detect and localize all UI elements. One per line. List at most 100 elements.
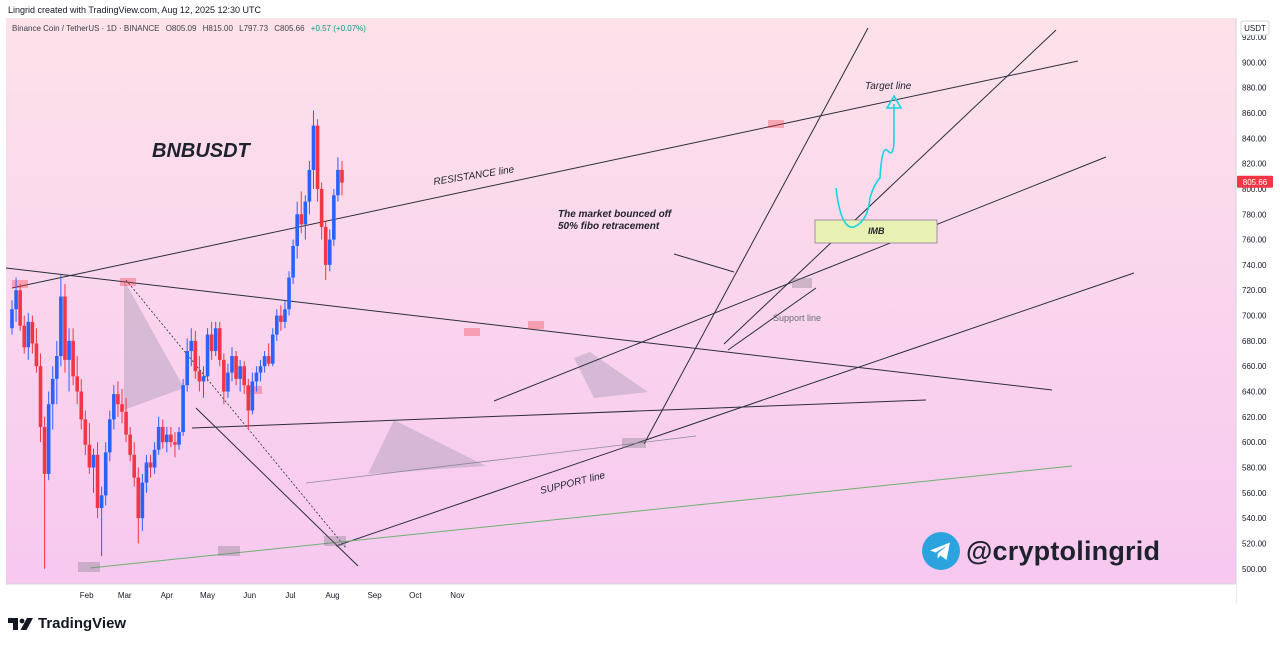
candle-body — [169, 434, 173, 443]
steep-line-1 — [643, 27, 869, 445]
y-tick-label: 520.00 — [1242, 539, 1267, 548]
change-value: +0.57 (+0.07%) — [310, 24, 366, 33]
candle-body — [193, 340, 198, 372]
chart-canvas[interactable]: 920.00 900.00 880.00 860.00 840.00 820.00 800.… — [6, 18, 1274, 604]
ohlc-header: Binance Coin / TetherUS · 1D · BINANCE O… — [12, 24, 370, 33]
candle-body — [140, 482, 145, 519]
candle-body — [165, 434, 169, 443]
candle-body — [213, 328, 218, 352]
candle-body — [222, 359, 226, 392]
drawings-layer — [6, 27, 1135, 572]
candle-body — [177, 432, 181, 445]
x-tick-label: Jul — [285, 591, 295, 600]
candle-body — [270, 334, 275, 364]
y-tick-label: 920.00 — [1242, 33, 1267, 42]
candle-body — [311, 125, 316, 170]
y-tick-label: 560.00 — [1242, 489, 1267, 498]
candle-body — [226, 372, 230, 392]
candle-body — [91, 454, 96, 468]
y-tick-label: 860.00 — [1242, 109, 1267, 118]
steep-line-2 — [723, 29, 1057, 345]
high-value: H815.00 — [202, 24, 233, 33]
candle-body — [83, 419, 88, 445]
candle-body — [160, 426, 165, 443]
y-tick-label: 660.00 — [1242, 362, 1267, 371]
low-marker-1 — [78, 562, 100, 572]
x-tick-label: Sep — [367, 591, 382, 600]
tradingview-wordmark: TradingView — [38, 615, 127, 632]
candle-body — [67, 340, 71, 360]
last-price-text: 805.66 — [1243, 178, 1268, 187]
y-tick-label: 740.00 — [1242, 261, 1267, 270]
tradingview-logo[interactable]: TradingView — [8, 615, 126, 632]
candle-body — [26, 321, 31, 348]
gray-support — [305, 435, 697, 484]
imb-label: IMB — [868, 226, 885, 236]
candle-body — [189, 340, 194, 352]
bounce-note-line2: 50% fibo retracement — [558, 221, 660, 232]
short-line — [727, 287, 817, 351]
peak-marker-4 — [464, 328, 480, 336]
low-marker-2 — [218, 546, 240, 556]
x-tick-label: Mar — [118, 591, 132, 600]
candle-body — [156, 426, 161, 450]
support-gray-label: Support line — [773, 313, 821, 323]
candle-body — [303, 201, 308, 225]
candle-body — [87, 444, 92, 468]
low-marker-4 — [622, 438, 646, 448]
projection-arrowhead — [885, 94, 903, 109]
x-axis: Feb Mar Apr May Jun Jul Aug Sep Oct Nov — [80, 591, 465, 600]
candle-body — [14, 290, 18, 310]
candle-body — [116, 394, 120, 405]
y-tick-label: 680.00 — [1242, 337, 1267, 346]
candle-body — [124, 411, 128, 435]
candle-body — [319, 188, 324, 227]
candle-body — [279, 315, 283, 322]
x-tick-label: Jun — [243, 591, 256, 600]
fib-triangle-feb — [124, 280, 184, 410]
range-line — [191, 399, 927, 429]
candle-body — [50, 378, 55, 405]
candle-body — [205, 334, 210, 377]
candle-body — [75, 376, 79, 392]
x-tick-label: Apr — [161, 591, 174, 600]
candle-body — [107, 419, 112, 453]
candle-body — [262, 356, 267, 367]
candle-body — [152, 449, 157, 468]
candle-body — [112, 394, 116, 420]
x-tick-label: Aug — [325, 591, 339, 600]
candle-body — [128, 434, 132, 455]
candle-body — [201, 376, 206, 382]
candle-body — [336, 169, 340, 196]
low-value: L797.73 — [239, 24, 269, 33]
candle-body — [299, 214, 304, 225]
candle-body — [230, 356, 234, 373]
candle-body — [246, 385, 251, 411]
candle-body — [287, 277, 291, 310]
price-axis-panel — [1236, 18, 1274, 604]
x-tick-label: Nov — [450, 591, 464, 600]
candle-body — [144, 462, 149, 483]
candle-body — [10, 309, 14, 329]
candle-body — [42, 426, 47, 474]
candle-body — [332, 195, 336, 240]
y-tick-label: 900.00 — [1242, 58, 1267, 67]
last-price-marker: 805.66 — [1237, 175, 1273, 188]
triangle-apr — [368, 420, 486, 474]
low-marker-5 — [792, 278, 812, 288]
y-tick-label: 500.00 — [1242, 565, 1267, 574]
candle-body — [340, 169, 344, 183]
candle-body — [242, 366, 247, 386]
y-tick-label: 640.00 — [1242, 388, 1267, 397]
candle-body — [18, 290, 22, 326]
y-tick-label: 540.00 — [1242, 514, 1267, 523]
credit-text: Lingrid created with TradingView.com, Au… — [8, 5, 261, 15]
peak-marker-5 — [528, 321, 544, 329]
open-value: O805.09 — [165, 24, 197, 33]
projection-layer — [835, 94, 903, 228]
candles-layer — [10, 110, 344, 569]
candle-body — [315, 125, 320, 189]
y-axis: 920.00 900.00 880.00 860.00 840.00 820.00 800.… — [1242, 33, 1267, 574]
candle-body — [46, 404, 51, 474]
symbol-label[interactable]: Binance Coin / TetherUS · 1D · BINANCE — [12, 24, 160, 33]
